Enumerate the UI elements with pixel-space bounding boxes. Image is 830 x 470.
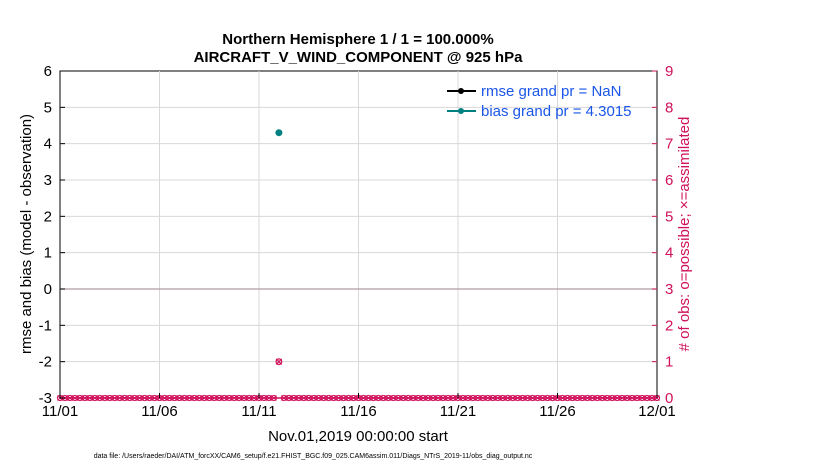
y-right-tick-label: 3: [665, 281, 673, 298]
chart-title: Northern Hemisphere 1 / 1 = 100.000%: [222, 31, 493, 48]
obs-assimilated-point: [275, 358, 283, 365]
legend-bias-label: bias grand pr = 4.3015: [481, 103, 632, 120]
y-left-tick-label: 3: [44, 172, 52, 189]
x-tick-label: 11/16: [340, 403, 376, 420]
legend-bias-marker: [458, 108, 464, 114]
data-file-footer: data file: /Users/raeder/DAI/ATM_forcXX/…: [94, 453, 533, 460]
y-left-tick-label: 1: [44, 245, 52, 262]
y-right-tick-label: 6: [665, 172, 673, 189]
x-tick-label: 11/06: [141, 403, 177, 420]
y-right-tick-label: 8: [665, 99, 673, 116]
y-axis-left-label: rmse and bias (model - observation): [18, 114, 35, 354]
grid: [60, 71, 657, 398]
y-axis-left: -3 -2 -1 0 1 2 3 4 5 6: [39, 63, 65, 407]
bias-point: [275, 129, 283, 137]
y-right-tick-label: 5: [665, 208, 673, 225]
y-right-tick-label: 0: [665, 390, 673, 407]
legend-rmse-label: rmse grand pr = NaN: [481, 83, 621, 100]
obs-possible-point: [275, 358, 283, 366]
x-tick-label: 11/21: [440, 403, 476, 420]
chart-subtitle: AIRCRAFT_V_WIND_COMPONENT @ 925 hPa: [194, 49, 524, 66]
legend: rmse grand pr = NaN bias grand pr = 4.30…: [447, 83, 632, 120]
y-left-tick-label: 2: [44, 208, 52, 225]
y-left-tick-label: 0: [44, 281, 52, 298]
y-right-tick-label: 4: [665, 245, 673, 262]
x-tick-label: 11/01: [42, 403, 78, 420]
y-left-tick-label: -3: [39, 390, 52, 407]
y-left-tick-label: -2: [39, 354, 52, 371]
legend-rmse-marker: [458, 88, 464, 94]
y-axis-right-label: # of obs: o=possible; ×=assimilated: [676, 117, 693, 352]
x-axis: 11/01 11/06 11/11 11/16 11/21 11/26 12/01: [42, 393, 676, 420]
y-right-tick-label: 1: [665, 354, 673, 371]
x-axis-label: Nov.01,2019 00:00:00 start: [268, 428, 449, 445]
y-right-tick-label: 2: [665, 317, 673, 334]
y-axis-right: 0 1 2 3 4 5 6 7 8 9: [652, 63, 673, 407]
y-left-tick-label: 4: [44, 136, 52, 153]
x-tick-label: 11/11: [241, 403, 276, 420]
y-left-tick-label: 5: [44, 99, 52, 116]
x-tick-label: 11/26: [539, 403, 575, 420]
y-left-tick-label: 6: [44, 63, 52, 80]
y-right-tick-label: 7: [665, 136, 673, 153]
x-tick-label: 12/01: [638, 403, 676, 420]
y-right-tick-label: 9: [665, 63, 673, 80]
y-left-tick-label: -1: [39, 317, 52, 334]
